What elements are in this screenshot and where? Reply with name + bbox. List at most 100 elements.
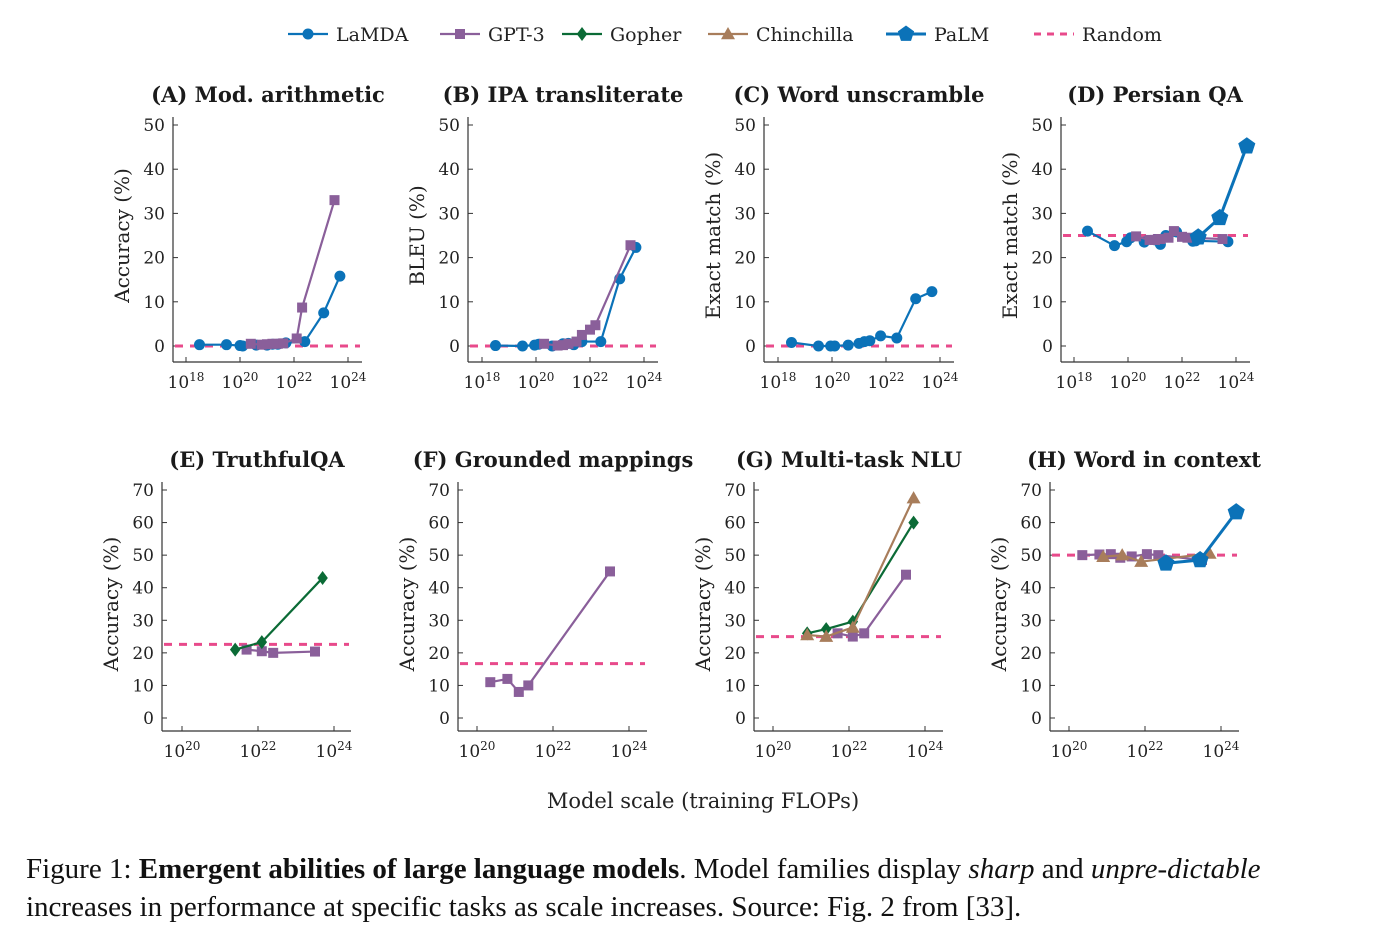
data-point-triangle-icon bbox=[1115, 548, 1130, 561]
caption-prefix: Figure 1: bbox=[26, 853, 139, 885]
data-point-square-icon bbox=[1217, 234, 1228, 245]
x-tick-label: 1022 bbox=[535, 739, 572, 762]
y-tick-label: 20 bbox=[132, 644, 154, 664]
y-tick-label: 40 bbox=[724, 579, 746, 599]
y-tick-label: 10 bbox=[428, 676, 450, 696]
legend-pentagon-icon bbox=[897, 25, 915, 41]
panel-f: (F) Grounded mappings0102030405060701020… bbox=[395, 447, 693, 762]
data-point-pentagon-icon bbox=[1191, 551, 1209, 568]
x-tick-label: 1024 bbox=[330, 370, 367, 393]
series-chinchilla bbox=[800, 491, 921, 642]
y-tick-label: 30 bbox=[428, 611, 450, 631]
data-point-diamond-icon bbox=[256, 635, 268, 650]
y-tick-label: 30 bbox=[1020, 611, 1042, 631]
data-point-circle-icon bbox=[926, 286, 938, 298]
data-point-square-icon bbox=[901, 569, 911, 580]
data-point-diamond-icon bbox=[317, 570, 328, 585]
x-tick-label: 1020 bbox=[459, 739, 496, 762]
data-point-square-icon bbox=[590, 320, 601, 331]
y-axis-label: Exact match (%) bbox=[998, 152, 1022, 319]
legend-square-icon bbox=[455, 29, 465, 39]
x-tick-label: 1024 bbox=[1203, 739, 1240, 762]
data-point-square-icon bbox=[1177, 231, 1187, 242]
data-point-square-icon bbox=[272, 338, 283, 349]
y-axis-label: Accuracy (%) bbox=[395, 537, 419, 673]
y-tick-label: 10 bbox=[143, 293, 165, 313]
data-point-square-icon bbox=[552, 340, 563, 351]
x-tick-label: 1018 bbox=[168, 370, 205, 393]
data-point-square-icon bbox=[310, 646, 320, 657]
data-point-square-icon bbox=[1163, 232, 1174, 243]
series-line bbox=[490, 570, 611, 694]
data-point-circle-icon bbox=[864, 335, 876, 347]
series-gopher bbox=[229, 570, 328, 657]
data-point-circle-icon bbox=[334, 270, 346, 282]
series-chinchilla bbox=[1096, 546, 1217, 567]
data-point-triangle-icon bbox=[1134, 554, 1149, 567]
x-tick-label: 1022 bbox=[1127, 739, 1164, 762]
data-point-square-icon bbox=[1126, 551, 1137, 562]
panel-title: (D) Persian QA bbox=[1067, 82, 1243, 107]
data-point-square-icon bbox=[297, 302, 308, 313]
data-point-square-icon bbox=[859, 628, 870, 639]
y-tick-label: 20 bbox=[1031, 249, 1053, 269]
legend-label: Chinchilla bbox=[756, 24, 854, 46]
y-tick-label: 20 bbox=[143, 249, 165, 269]
y-tick-label: 10 bbox=[734, 293, 756, 313]
x-tick-label: 1018 bbox=[464, 370, 501, 393]
x-tick-label: 1024 bbox=[922, 370, 959, 393]
y-tick-label: 40 bbox=[438, 160, 460, 180]
y-tick-label: 50 bbox=[1020, 546, 1042, 566]
series-line bbox=[234, 577, 324, 651]
caption-mid: . Model families display bbox=[679, 853, 969, 885]
y-tick-label: 40 bbox=[428, 579, 450, 599]
data-point-square-icon bbox=[267, 338, 278, 349]
data-point-circle-icon bbox=[237, 340, 249, 352]
y-tick-label: 70 bbox=[1020, 481, 1042, 501]
y-tick-label: 0 bbox=[745, 337, 756, 357]
y-tick-label: 50 bbox=[143, 116, 165, 136]
caption-italic-unpredictable: unpre-dictable bbox=[1090, 853, 1261, 885]
data-point-circle-icon bbox=[490, 340, 501, 352]
data-point-square-icon bbox=[1153, 550, 1164, 561]
figure-caption: Figure 1: Emergent abilities of large la… bbox=[26, 850, 1366, 926]
panel-title: (B) IPA transliterate bbox=[443, 82, 684, 107]
legend-entry-gopher: Gopher bbox=[562, 24, 682, 46]
x-tick-label: 1018 bbox=[1056, 370, 1093, 393]
data-point-square-icon bbox=[576, 329, 587, 340]
legend-circle-icon bbox=[302, 28, 314, 40]
data-point-diamond-icon bbox=[908, 515, 919, 530]
caption-and: and bbox=[1034, 853, 1091, 885]
y-tick-label: 0 bbox=[154, 337, 165, 357]
x-tick-label: 1022 bbox=[572, 370, 609, 393]
data-point-square-icon bbox=[278, 338, 289, 349]
y-tick-label: 0 bbox=[1042, 337, 1053, 357]
legend-label: PaLM bbox=[934, 24, 989, 46]
y-tick-label: 50 bbox=[1031, 116, 1053, 136]
y-tick-label: 70 bbox=[428, 481, 450, 501]
y-tick-label: 30 bbox=[132, 611, 154, 631]
x-tick-label: 1020 bbox=[1110, 370, 1147, 393]
data-point-circle-icon bbox=[829, 340, 841, 352]
data-point-pentagon-icon bbox=[1238, 137, 1256, 154]
series-line bbox=[246, 648, 316, 654]
y-tick-label: 30 bbox=[724, 611, 746, 631]
data-point-pentagon-icon bbox=[1189, 228, 1207, 245]
data-point-circle-icon bbox=[786, 336, 797, 348]
data-point-circle-icon bbox=[875, 330, 887, 342]
y-axis-label: Accuracy (%) bbox=[99, 537, 123, 673]
x-tick-label: 1024 bbox=[316, 739, 353, 762]
data-point-square-icon bbox=[625, 240, 636, 251]
y-tick-label: 50 bbox=[724, 546, 746, 566]
x-tick-label: 1018 bbox=[760, 370, 797, 393]
x-tick-label: 1022 bbox=[276, 370, 313, 393]
data-point-square-icon bbox=[523, 680, 534, 691]
data-point-triangle-icon bbox=[845, 620, 860, 633]
y-axis-label: BLEU (%) bbox=[405, 185, 429, 285]
